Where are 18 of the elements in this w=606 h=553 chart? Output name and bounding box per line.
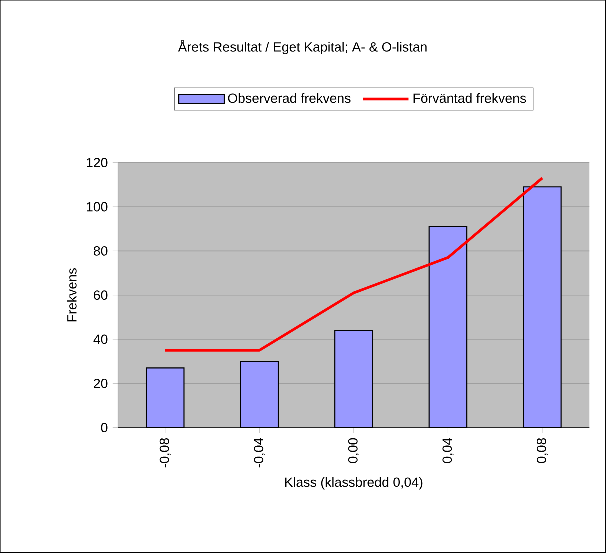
y-tick-label: 0	[101, 423, 108, 433]
y-tick-label: 40	[94, 334, 108, 344]
x-tick-label: 0,00	[348, 438, 360, 464]
y-tick-label: 80	[94, 246, 108, 256]
chart-title: Årets Resultat / Eget Kapital; A- & O-listan	[178, 40, 427, 54]
x-tick-label: -0,08	[160, 438, 171, 468]
legend-label: Observerad frekvens	[228, 93, 351, 104]
y-tick-label: 20	[94, 378, 108, 388]
y-tick-label: 100	[87, 202, 108, 212]
legend-label: Förväntad frekvens	[414, 93, 526, 104]
x-axis-title: Klass (klassbredd 0,04)	[285, 477, 423, 490]
y-axis-title: Frekvens	[67, 268, 77, 322]
x-tick-label: 0,08	[536, 438, 548, 464]
y-tick-label: 60	[94, 290, 108, 300]
y-tick-label: 120	[87, 158, 108, 168]
line-series	[164, 176, 544, 352]
x-tick-label: -0,04	[254, 438, 266, 468]
x-tick-label: 0,04	[442, 438, 454, 464]
